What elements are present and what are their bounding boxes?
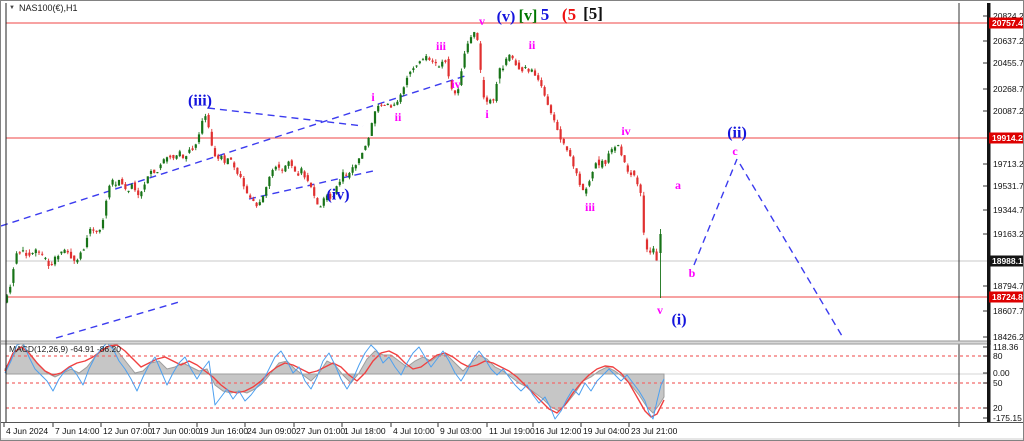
price-highlight bbox=[989, 132, 1023, 144]
price-label: 19163.2 bbox=[993, 229, 1024, 239]
price-label: 20087.2 bbox=[993, 106, 1024, 116]
candles bbox=[5, 31, 662, 304]
macd-axis-label: 80 bbox=[993, 351, 1003, 361]
wave-label-14: i bbox=[485, 107, 489, 121]
price-highlight bbox=[989, 17, 1023, 29]
trendline-1 bbox=[207, 107, 364, 127]
time-label: 23 Jul 21:00 bbox=[631, 426, 678, 436]
trendline-5 bbox=[739, 163, 843, 337]
macd-axis-label: -175.15 bbox=[993, 413, 1022, 423]
time-label: 16 Jul 12:00 bbox=[535, 426, 582, 436]
panel-separator bbox=[1, 341, 991, 344]
macd-indicator-label: MACD(12,26,9) -64.91 -86.20 bbox=[9, 344, 121, 354]
wave-label-6: 5 bbox=[541, 5, 550, 24]
time-label: 4 Jun 2024 bbox=[6, 426, 48, 436]
wave-label-13: iv bbox=[451, 77, 460, 91]
time-label: 9 Jul 03:00 bbox=[440, 426, 482, 436]
wave-label-9: v bbox=[479, 14, 485, 28]
wave-label-16: iii bbox=[585, 200, 596, 214]
wave-label-7: (5 bbox=[562, 5, 576, 24]
price-label: 18607.7 bbox=[993, 306, 1024, 316]
wave-label-15: ii bbox=[529, 38, 536, 52]
price-label: 19531.7 bbox=[993, 181, 1024, 191]
price-label: 18794.7 bbox=[993, 281, 1024, 291]
symbol-title-label: NAS100(€),H1 bbox=[18, 3, 78, 13]
wave-label-21: v bbox=[657, 303, 663, 317]
price-label: 20824.2 bbox=[993, 11, 1024, 21]
price-highlight bbox=[989, 255, 1023, 267]
time-label: 11 Jul 19:00 bbox=[489, 426, 535, 436]
wave-label-1: (iv) bbox=[326, 186, 349, 203]
macd-axis-label: 50 bbox=[993, 378, 1003, 388]
wave-label-18: a bbox=[675, 178, 681, 192]
wave-label-17: iv bbox=[621, 124, 630, 138]
wave-label-4: (ii) bbox=[727, 124, 747, 141]
price-highlight bbox=[989, 291, 1023, 303]
price-label: 20268.7 bbox=[993, 84, 1024, 94]
time-label: 17 Jun 00:00 bbox=[151, 426, 200, 436]
wave-label-2: (v) bbox=[497, 8, 516, 25]
wave-label-11: ii bbox=[395, 110, 402, 124]
macd-axis-label: 118.36 bbox=[993, 342, 1019, 352]
time-label: 24 Jun 09:00 bbox=[247, 426, 296, 436]
price-axis-border bbox=[987, 3, 991, 422]
wave-label-3: (i) bbox=[671, 311, 686, 328]
price-label: 18426.2 bbox=[993, 332, 1024, 342]
symbol-title: ▼ NAS100(€),H1 bbox=[9, 3, 77, 13]
wave-label-8: [5] bbox=[583, 4, 603, 23]
price-label: 20455.7 bbox=[993, 58, 1024, 68]
macd-histogram-area bbox=[4, 344, 665, 414]
macd-main-line bbox=[4, 342, 665, 420]
price-label-highlighted: 18988.1 bbox=[992, 256, 1023, 266]
price-label-highlighted: 18724.8 bbox=[992, 292, 1023, 302]
price-label: 19344.7 bbox=[993, 205, 1024, 215]
price-label-highlighted: 19914.2 bbox=[992, 133, 1023, 143]
time-label: 1 Jul 18:00 bbox=[344, 426, 386, 436]
trendline-3 bbox=[55, 301, 180, 339]
time-label: 12 Jun 07:00 bbox=[103, 426, 152, 436]
time-label: 19 Jul 04:00 bbox=[583, 426, 630, 436]
time-label: 19 Jun 16:00 bbox=[199, 426, 248, 436]
price-label: 20637.2 bbox=[993, 36, 1024, 46]
wave-label-10: i bbox=[371, 90, 375, 104]
symbol-dropdown-icon[interactable]: ▼ bbox=[9, 5, 15, 11]
macd-signal-line bbox=[4, 344, 665, 418]
macd-axis-label: 0.00 bbox=[993, 368, 1010, 378]
trendline-0 bbox=[1, 74, 469, 227]
macd-axis-label: 20 bbox=[993, 403, 1003, 413]
wave-label-12: iii bbox=[436, 39, 447, 53]
time-label: 4 Jul 10:00 bbox=[393, 426, 435, 436]
wave-label-19: b bbox=[689, 266, 696, 280]
wave-label-20: c bbox=[732, 144, 738, 158]
wave-label-5: [v] bbox=[519, 7, 538, 24]
time-label: 7 Jun 14:00 bbox=[55, 426, 100, 436]
time-label: 27 Jun 01:00 bbox=[296, 426, 345, 436]
price-label: 19713.2 bbox=[993, 159, 1024, 169]
wave-label-0: (iii) bbox=[188, 92, 212, 109]
price-label-highlighted: 20757.4 bbox=[992, 18, 1023, 28]
